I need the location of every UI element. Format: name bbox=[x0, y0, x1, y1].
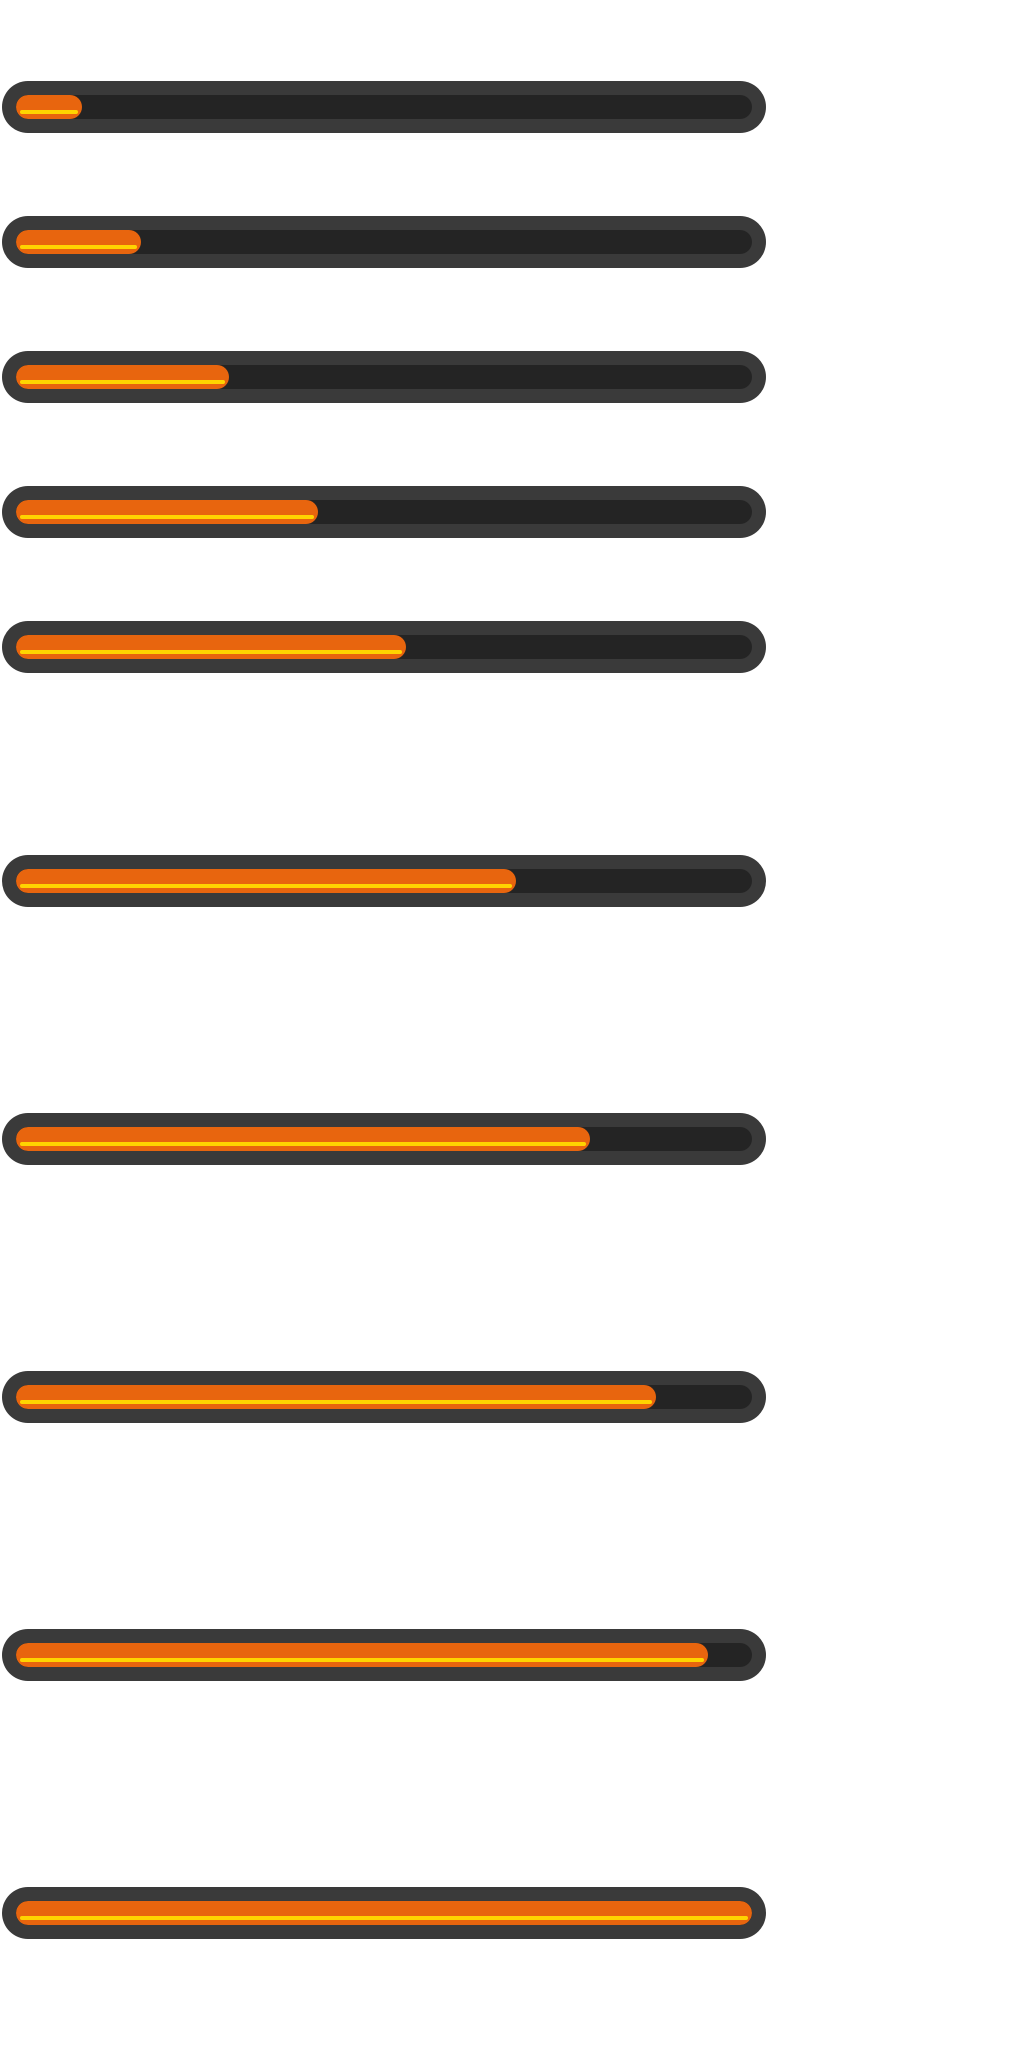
progress-track bbox=[16, 635, 752, 659]
progress-bar bbox=[2, 486, 766, 538]
progress-fill bbox=[16, 365, 230, 389]
progress-fill bbox=[16, 869, 517, 893]
progress-fill bbox=[16, 1901, 752, 1925]
progress-bar bbox=[2, 81, 766, 133]
progress-track bbox=[16, 365, 752, 389]
progress-track bbox=[16, 1385, 752, 1409]
progress-bar bbox=[2, 351, 766, 403]
progress-bar bbox=[2, 1113, 766, 1165]
progress-track bbox=[16, 1901, 752, 1925]
progress-track bbox=[16, 1643, 752, 1667]
progress-track bbox=[16, 869, 752, 893]
progress-highlight bbox=[20, 884, 513, 888]
progress-bar bbox=[2, 1371, 766, 1423]
progress-track bbox=[16, 230, 752, 254]
progress-highlight bbox=[20, 1142, 587, 1146]
progress-bar bbox=[2, 216, 766, 268]
progress-bar bbox=[2, 855, 766, 907]
progress-highlight bbox=[20, 1658, 704, 1662]
progress-fill bbox=[16, 635, 407, 659]
progress-highlight bbox=[20, 515, 314, 519]
progress-fill bbox=[16, 500, 318, 524]
progress-highlight bbox=[20, 1916, 748, 1920]
progress-bar bbox=[2, 1887, 766, 1939]
progress-fill bbox=[16, 1643, 708, 1667]
progress-bar bbox=[2, 621, 766, 673]
progress-highlight bbox=[20, 1400, 653, 1404]
progress-highlight bbox=[20, 650, 403, 654]
progress-fill bbox=[16, 230, 142, 254]
progress-track bbox=[16, 1127, 752, 1151]
progress-highlight bbox=[20, 245, 138, 249]
progress-fill bbox=[16, 1127, 591, 1151]
progress-bar bbox=[2, 1629, 766, 1681]
progress-fill bbox=[16, 95, 83, 119]
progress-highlight bbox=[20, 110, 79, 114]
progress-highlight bbox=[20, 380, 226, 384]
progress-track bbox=[16, 95, 752, 119]
progress-track bbox=[16, 500, 752, 524]
progress-fill bbox=[16, 1385, 657, 1409]
